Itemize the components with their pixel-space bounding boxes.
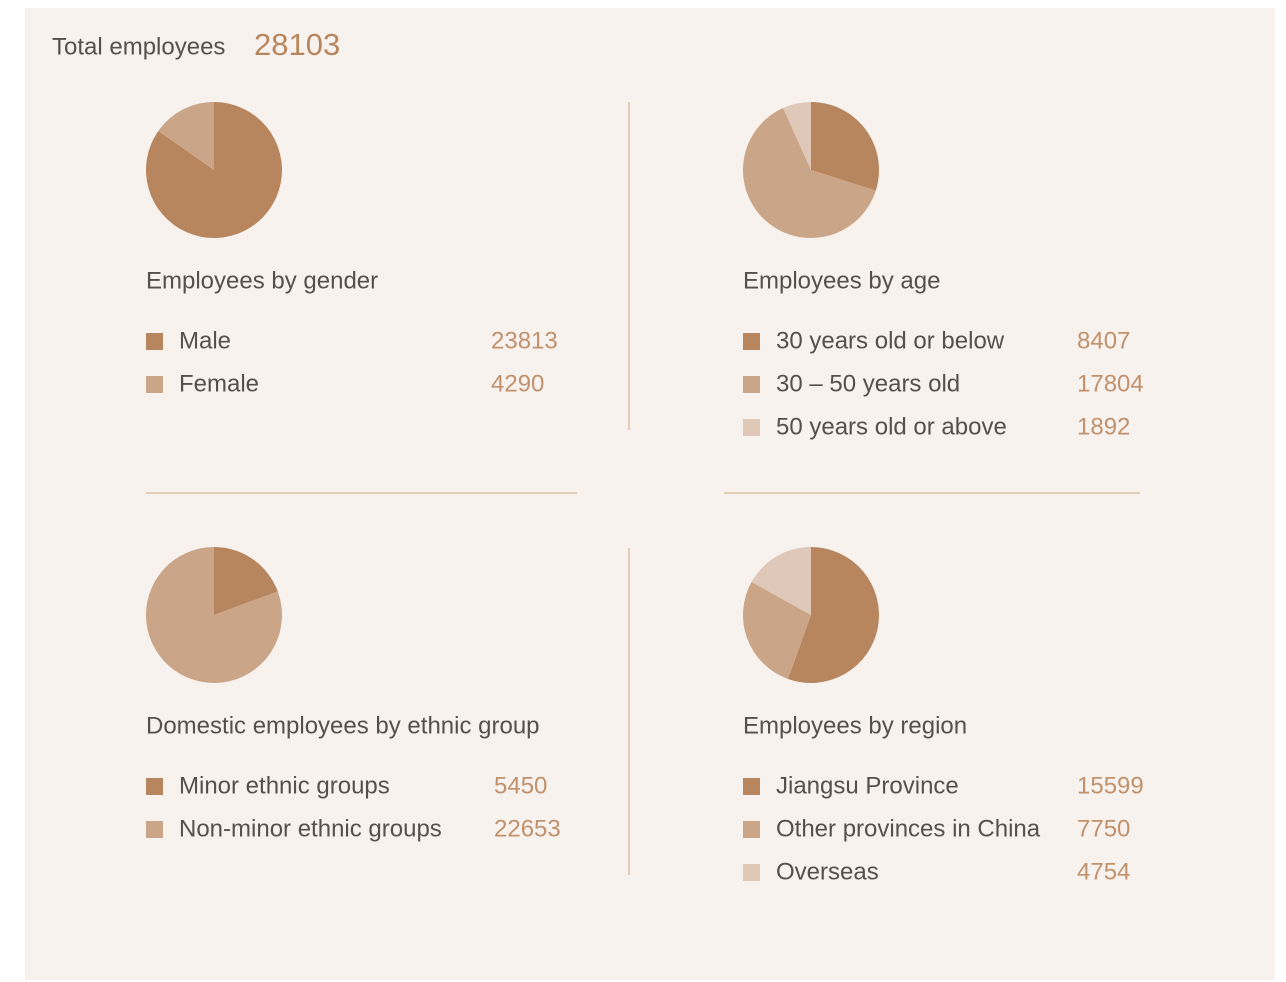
legend-label: Female — [179, 370, 259, 397]
data-label: 1892 — [1077, 413, 1130, 440]
dividers — [146, 102, 1140, 875]
pie-slice — [751, 547, 811, 615]
data-label: 15599 — [1077, 772, 1144, 799]
legend-swatch — [146, 821, 163, 838]
legend-label: 30 years old or below — [776, 327, 1005, 354]
legend-swatch — [743, 376, 760, 393]
legend-swatch — [743, 333, 760, 350]
legend-label: Non-minor ethnic groups — [179, 815, 442, 842]
legend-swatch — [743, 821, 760, 838]
legend-swatch — [146, 376, 163, 393]
chart-title: Employees by gender — [146, 267, 378, 294]
chart-title: Domestic employees by ethnic group — [146, 712, 540, 739]
data-label: 5450 — [494, 772, 547, 799]
legend-swatch — [146, 778, 163, 795]
data-label: 7750 — [1077, 815, 1130, 842]
legend-swatch — [743, 419, 760, 436]
legend-label: Jiangsu Province — [776, 772, 959, 799]
pie-slice — [783, 102, 811, 170]
legend-swatch — [743, 864, 760, 881]
chart-title: Employees by region — [743, 712, 967, 739]
data-label: 22653 — [494, 815, 561, 842]
legend-label: Overseas — [776, 858, 879, 885]
legend-label: Male — [179, 327, 231, 354]
legend-swatch — [743, 778, 760, 795]
data-label: 23813 — [491, 327, 558, 354]
pie-slice — [214, 547, 278, 615]
data-label: 4290 — [491, 370, 544, 397]
data-label: 4754 — [1077, 858, 1130, 885]
legend-label: 30 – 50 years old — [776, 370, 960, 397]
legend-label: 50 years old or above — [776, 413, 1007, 440]
pie-slice — [742, 107, 876, 239]
pie-slice — [145, 547, 282, 684]
pie-slice — [158, 102, 214, 170]
data-label: 17804 — [1077, 370, 1144, 397]
pie-slice — [811, 102, 879, 191]
legend-swatch — [146, 333, 163, 350]
pie-slice — [743, 581, 811, 679]
data-label: 8407 — [1077, 327, 1130, 354]
total-label: Total employees — [52, 33, 225, 60]
legend-label: Minor ethnic groups — [179, 772, 390, 799]
total-value: 28103 — [254, 27, 340, 62]
legend-label: Other provinces in China — [776, 815, 1041, 842]
chart-title: Employees by age — [743, 267, 940, 294]
pie-slice — [787, 547, 879, 683]
